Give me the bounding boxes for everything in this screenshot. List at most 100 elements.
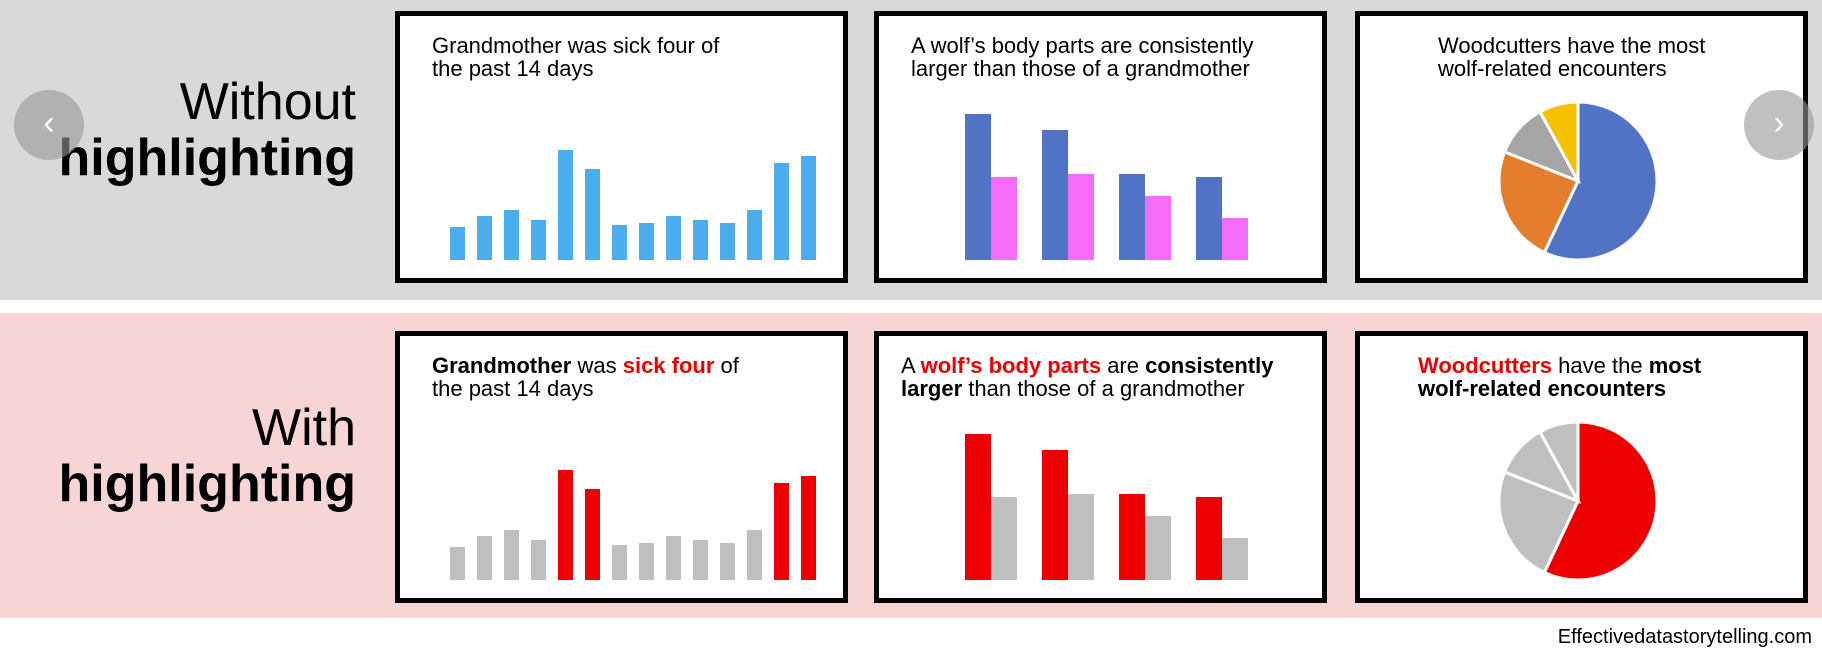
bar-day-8 [639,543,654,580]
title-line: wolf-related encounters [1438,56,1667,81]
title-emphasis: consistently [1145,353,1274,378]
bar-wolf-1 [965,434,991,580]
title-text: than those of a grandmother [962,376,1245,401]
title-text: have the [1552,353,1649,378]
row-label-bold: highlighting [58,129,356,187]
body-parts-bar-chart [965,114,1248,260]
sick-days-bar-chart [450,150,816,260]
bar-grandmother-4 [1222,538,1248,580]
bar-day-13 [774,483,789,580]
pie-slice-woodcutters [1542,100,1659,262]
bar-day-7 [612,225,627,260]
card-sick-days-highlighted: Grandmother was sick four of the past 14… [395,331,848,603]
pie-slice-other-3 [1537,420,1580,502]
bar-day-8 [639,223,654,260]
footer-credit: Effectivedatastorytelling.com [1557,626,1812,648]
sick-days-bar-chart-highlighted [450,470,816,580]
bar-grandmother-1 [991,177,1017,260]
title-text: A [901,353,921,378]
bar-day-9 [666,216,681,260]
card-title: Grandmother was sick four of the past 14… [432,34,832,80]
row-label-without: Without highlighting [59,74,356,186]
title-line: Woodcutters have the most [1438,33,1706,58]
next-slide-button[interactable]: › [1744,90,1814,160]
bar-day-3 [504,530,519,580]
title-line: A wolf’s body parts are consistently [911,33,1254,58]
bar-day-5 [558,470,573,580]
row-label-with: With highlighting [59,400,356,512]
card-title: A wolf’s body parts are consistently lar… [901,354,1321,400]
title-emphasis: Grandmother [432,353,572,378]
card-title: A wolf’s body parts are consistently lar… [911,34,1311,80]
bar-grandmother-3 [1145,196,1171,260]
bar-grandmother-3 [1145,516,1171,580]
title-text: of [714,353,739,378]
title-emphasis: larger [901,376,963,401]
chevron-left-icon: ‹ [43,104,55,142]
pie-slice-other-1 [1497,469,1581,575]
bar-day-6 [585,489,600,580]
card-encounters-highlighted: Woodcutters have the most wolf-related e… [1355,331,1808,603]
bar-day-11 [720,223,735,260]
title-text: are [1101,353,1146,378]
title-text: the past 14 days [432,376,594,401]
bar-wolf-3 [1119,174,1145,260]
bar-day-9 [666,536,681,580]
bar-day-4 [531,540,546,580]
bar-grandmother-2 [1068,174,1094,260]
title-line: Grandmother was sick four of [432,33,720,58]
bar-day-7 [612,545,627,580]
card-body-parts-plain: A wolf’s body parts are consistently lar… [874,11,1327,283]
title-emphasis: wolf-related encounters [1418,376,1667,401]
card-title: Woodcutters have the most wolf-related e… [1438,34,1822,80]
title-highlight: wolf’s body parts [920,353,1102,378]
bar-wolf-2 [1042,130,1068,260]
title-line: the past 14 days [432,56,594,81]
bar-day-2 [477,216,492,260]
pie-slice-other-1 [1497,149,1581,255]
bar-day-14 [801,156,816,260]
bar-day-14 [801,476,816,580]
card-title: Grandmother was sick four of the past 14… [432,354,832,400]
bar-grandmother-1 [991,497,1017,580]
card-title: Woodcutters have the most wolf-related e… [1418,354,1818,400]
bar-wolf-4 [1196,497,1222,580]
bar-grandmother-2 [1068,494,1094,580]
bar-day-5 [558,150,573,260]
bar-wolf-2 [1042,450,1068,580]
pie-slice-other-3 [1537,100,1580,182]
bar-day-12 [747,210,762,260]
bar-day-1 [450,227,465,260]
title-highlight: sick four [622,353,715,378]
card-body-parts-highlighted: A wolf’s body parts are consistently lar… [874,331,1327,603]
title-line: larger than those of a grandmother [911,56,1250,81]
card-sick-days-plain: Grandmother was sick four of the past 14… [395,11,848,283]
bar-day-2 [477,536,492,580]
encounters-pie-chart-highlighted [1497,420,1659,582]
bar-wolf-3 [1119,494,1145,580]
bar-day-6 [585,169,600,260]
bar-day-10 [693,540,708,580]
bar-wolf-4 [1196,177,1222,260]
title-emphasis: most [1648,353,1702,378]
title-highlight: Woodcutters [1418,353,1553,378]
bar-day-4 [531,220,546,260]
bar-day-13 [774,163,789,260]
row-label-light: With [252,399,356,457]
chevron-right-icon: › [1773,104,1785,142]
encounters-pie-chart [1497,100,1659,262]
body-parts-bar-chart-highlighted [965,434,1248,580]
bar-day-3 [504,210,519,260]
title-text: was [571,353,623,378]
pie-slice-woodcutters [1542,420,1659,582]
bar-day-11 [720,543,735,580]
bar-day-12 [747,530,762,580]
card-encounters-plain: Woodcutters have the most wolf-related e… [1355,11,1808,283]
row-label-bold: highlighting [58,455,356,513]
row-label-light: Without [179,73,356,131]
bar-day-1 [450,547,465,580]
bar-day-10 [693,220,708,260]
bar-wolf-1 [965,114,991,260]
bar-grandmother-4 [1222,218,1248,260]
previous-slide-button[interactable]: ‹ [14,90,84,160]
